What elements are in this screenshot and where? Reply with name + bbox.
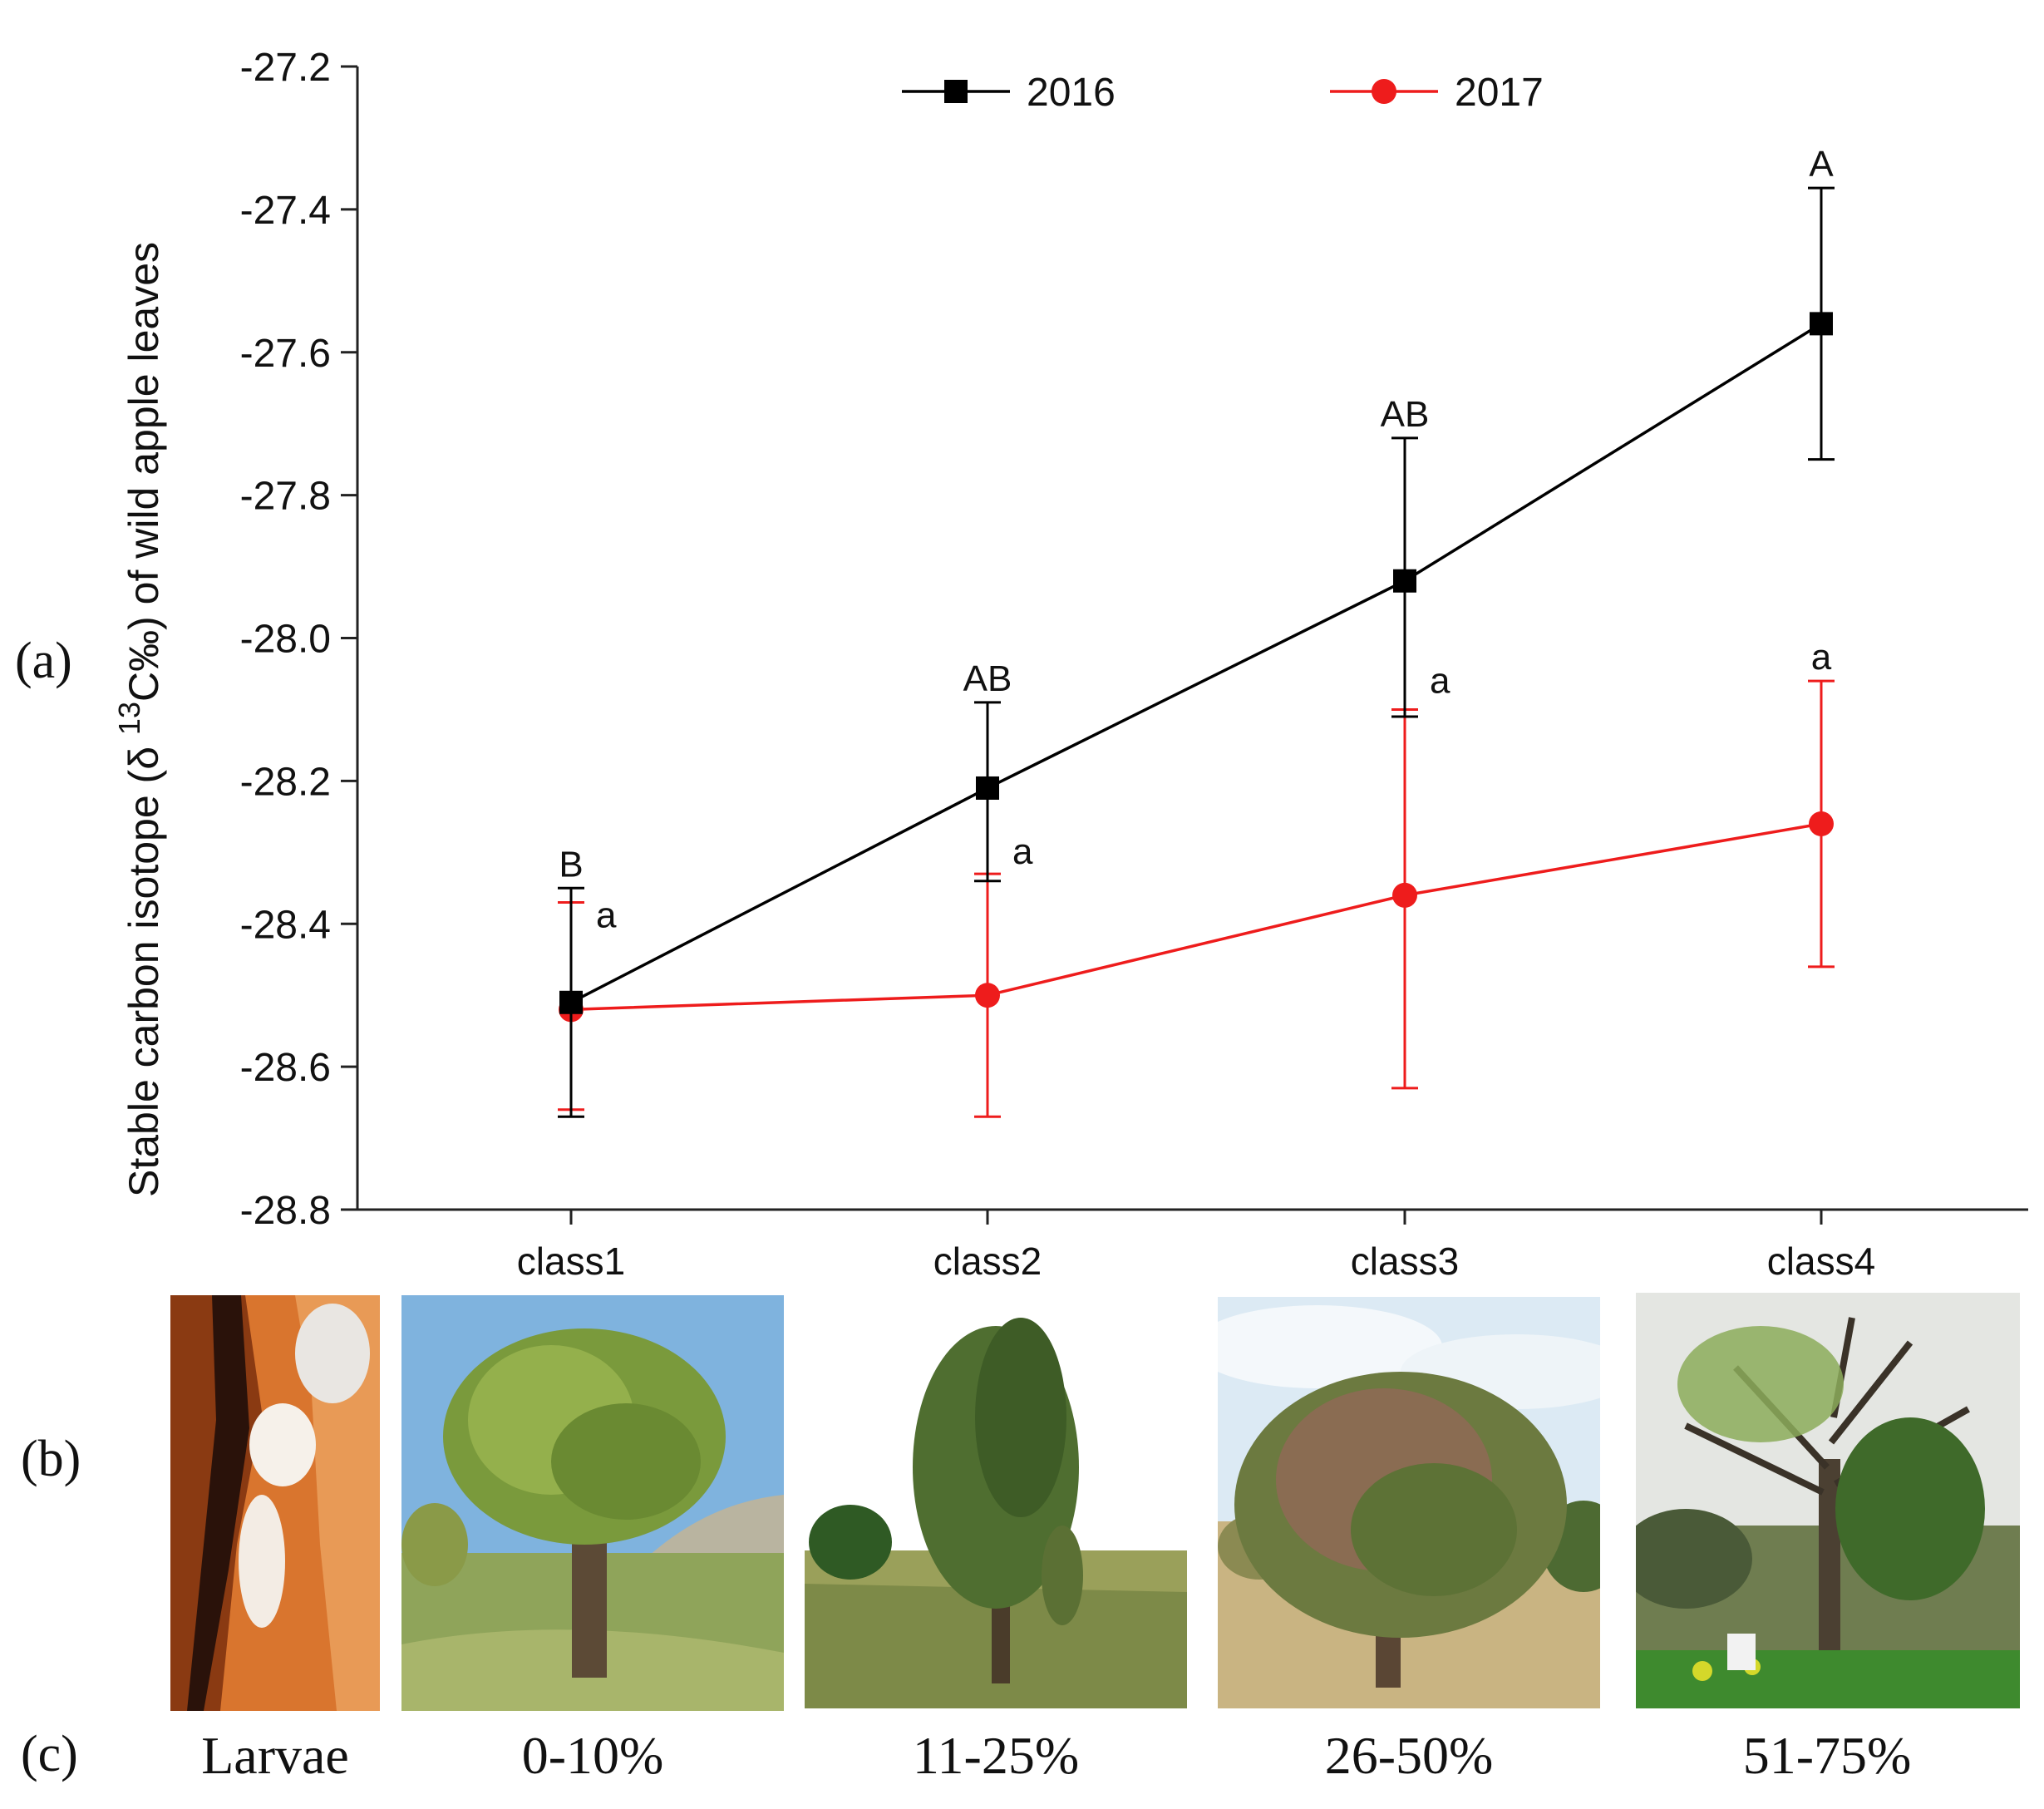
caption-class1: 0-10% <box>521 1726 664 1785</box>
caption-class2: 11-25% <box>912 1726 1080 1785</box>
axes: -28.8 -28.6 -28.4 -28.2 -28.0 -27.8 -27.6 -27.4… <box>240 46 2028 1280</box>
y-tick-label: -27.8 <box>240 475 331 519</box>
y-axis-label-prefix: Stable carbon isotope (δ <box>121 735 167 1197</box>
legend-marker-2016 <box>944 80 968 103</box>
y-axis-label: Stable carbon isotope (δ 13C‰) of wild a… <box>112 242 167 1197</box>
x-tick-label: class4 <box>1767 1240 1875 1280</box>
significance-letter-2016: B <box>559 844 583 885</box>
x-tick-label: class3 <box>1351 1240 1459 1280</box>
panel-label-b: (b) <box>21 1431 81 1487</box>
series-line <box>570 322 1822 1004</box>
data-point <box>1393 569 1416 593</box>
legend: 2016 2017 <box>902 71 1544 115</box>
y-axis-label-sup: 13 <box>112 702 146 735</box>
significance-letter-2017: a <box>1012 831 1033 872</box>
tree-class1-photo <box>401 1295 784 1711</box>
panel-label-c: (c) <box>21 1726 78 1782</box>
data-point <box>1810 312 1833 336</box>
series-layer: B AB AB Aa a a a <box>558 144 1835 1118</box>
legend-label-2017: 2017 <box>1455 71 1544 115</box>
caption-class3: 26-50% <box>1324 1726 1494 1785</box>
x-tick-label: class1 <box>517 1240 625 1280</box>
legend-label-2016: 2016 <box>1027 71 1116 115</box>
panel-label-a: (a) <box>15 633 72 689</box>
significance-letter-2016: A <box>1809 144 1834 185</box>
data-point <box>975 983 1000 1008</box>
tree-class4-photo <box>1636 1293 2020 1708</box>
significance-letter-2017: a <box>1430 660 1451 701</box>
significance-letter-2017: a <box>596 895 617 935</box>
y-tick-label: -27.4 <box>240 189 331 233</box>
data-point <box>1809 811 1834 836</box>
significance-letter-2016: AB <box>1381 394 1430 435</box>
data-point <box>976 776 999 800</box>
legend-marker-2017 <box>1372 79 1396 104</box>
y-tick-label: -28.8 <box>240 1189 331 1233</box>
caption-class4: 51-75% <box>1742 1726 1912 1785</box>
y-tick-label: -28.6 <box>240 1046 331 1090</box>
y-tick-label: -27.6 <box>240 332 331 376</box>
significance-letter-2017: a <box>1811 637 1832 678</box>
series-2017 <box>558 679 1835 1118</box>
caption-larvae: Larvae <box>201 1726 349 1785</box>
y-tick-label: -28.2 <box>240 760 331 804</box>
larvae-photo <box>170 1295 380 1711</box>
series-line <box>570 822 1822 1012</box>
tree-class3-photo <box>1218 1297 1600 1708</box>
y-tick-label: -28.0 <box>240 618 331 662</box>
y-tick-label: -27.2 <box>240 46 331 90</box>
chart: -28.8 -28.6 -28.4 -28.2 -28.0 -27.8 -27.6 -27.4… <box>112 46 2028 1280</box>
tree-class2-photo <box>805 1301 1187 1708</box>
x-tick-label: class2 <box>933 1240 1042 1280</box>
significance-letter-2016: AB <box>963 658 1012 699</box>
series-2016 <box>558 186 1835 1118</box>
y-tick-label: -28.4 <box>240 903 331 947</box>
data-point <box>1392 882 1417 908</box>
y-axis-label-suffix: C‰) of wild apple leaves <box>121 242 167 702</box>
data-point <box>559 990 583 1014</box>
